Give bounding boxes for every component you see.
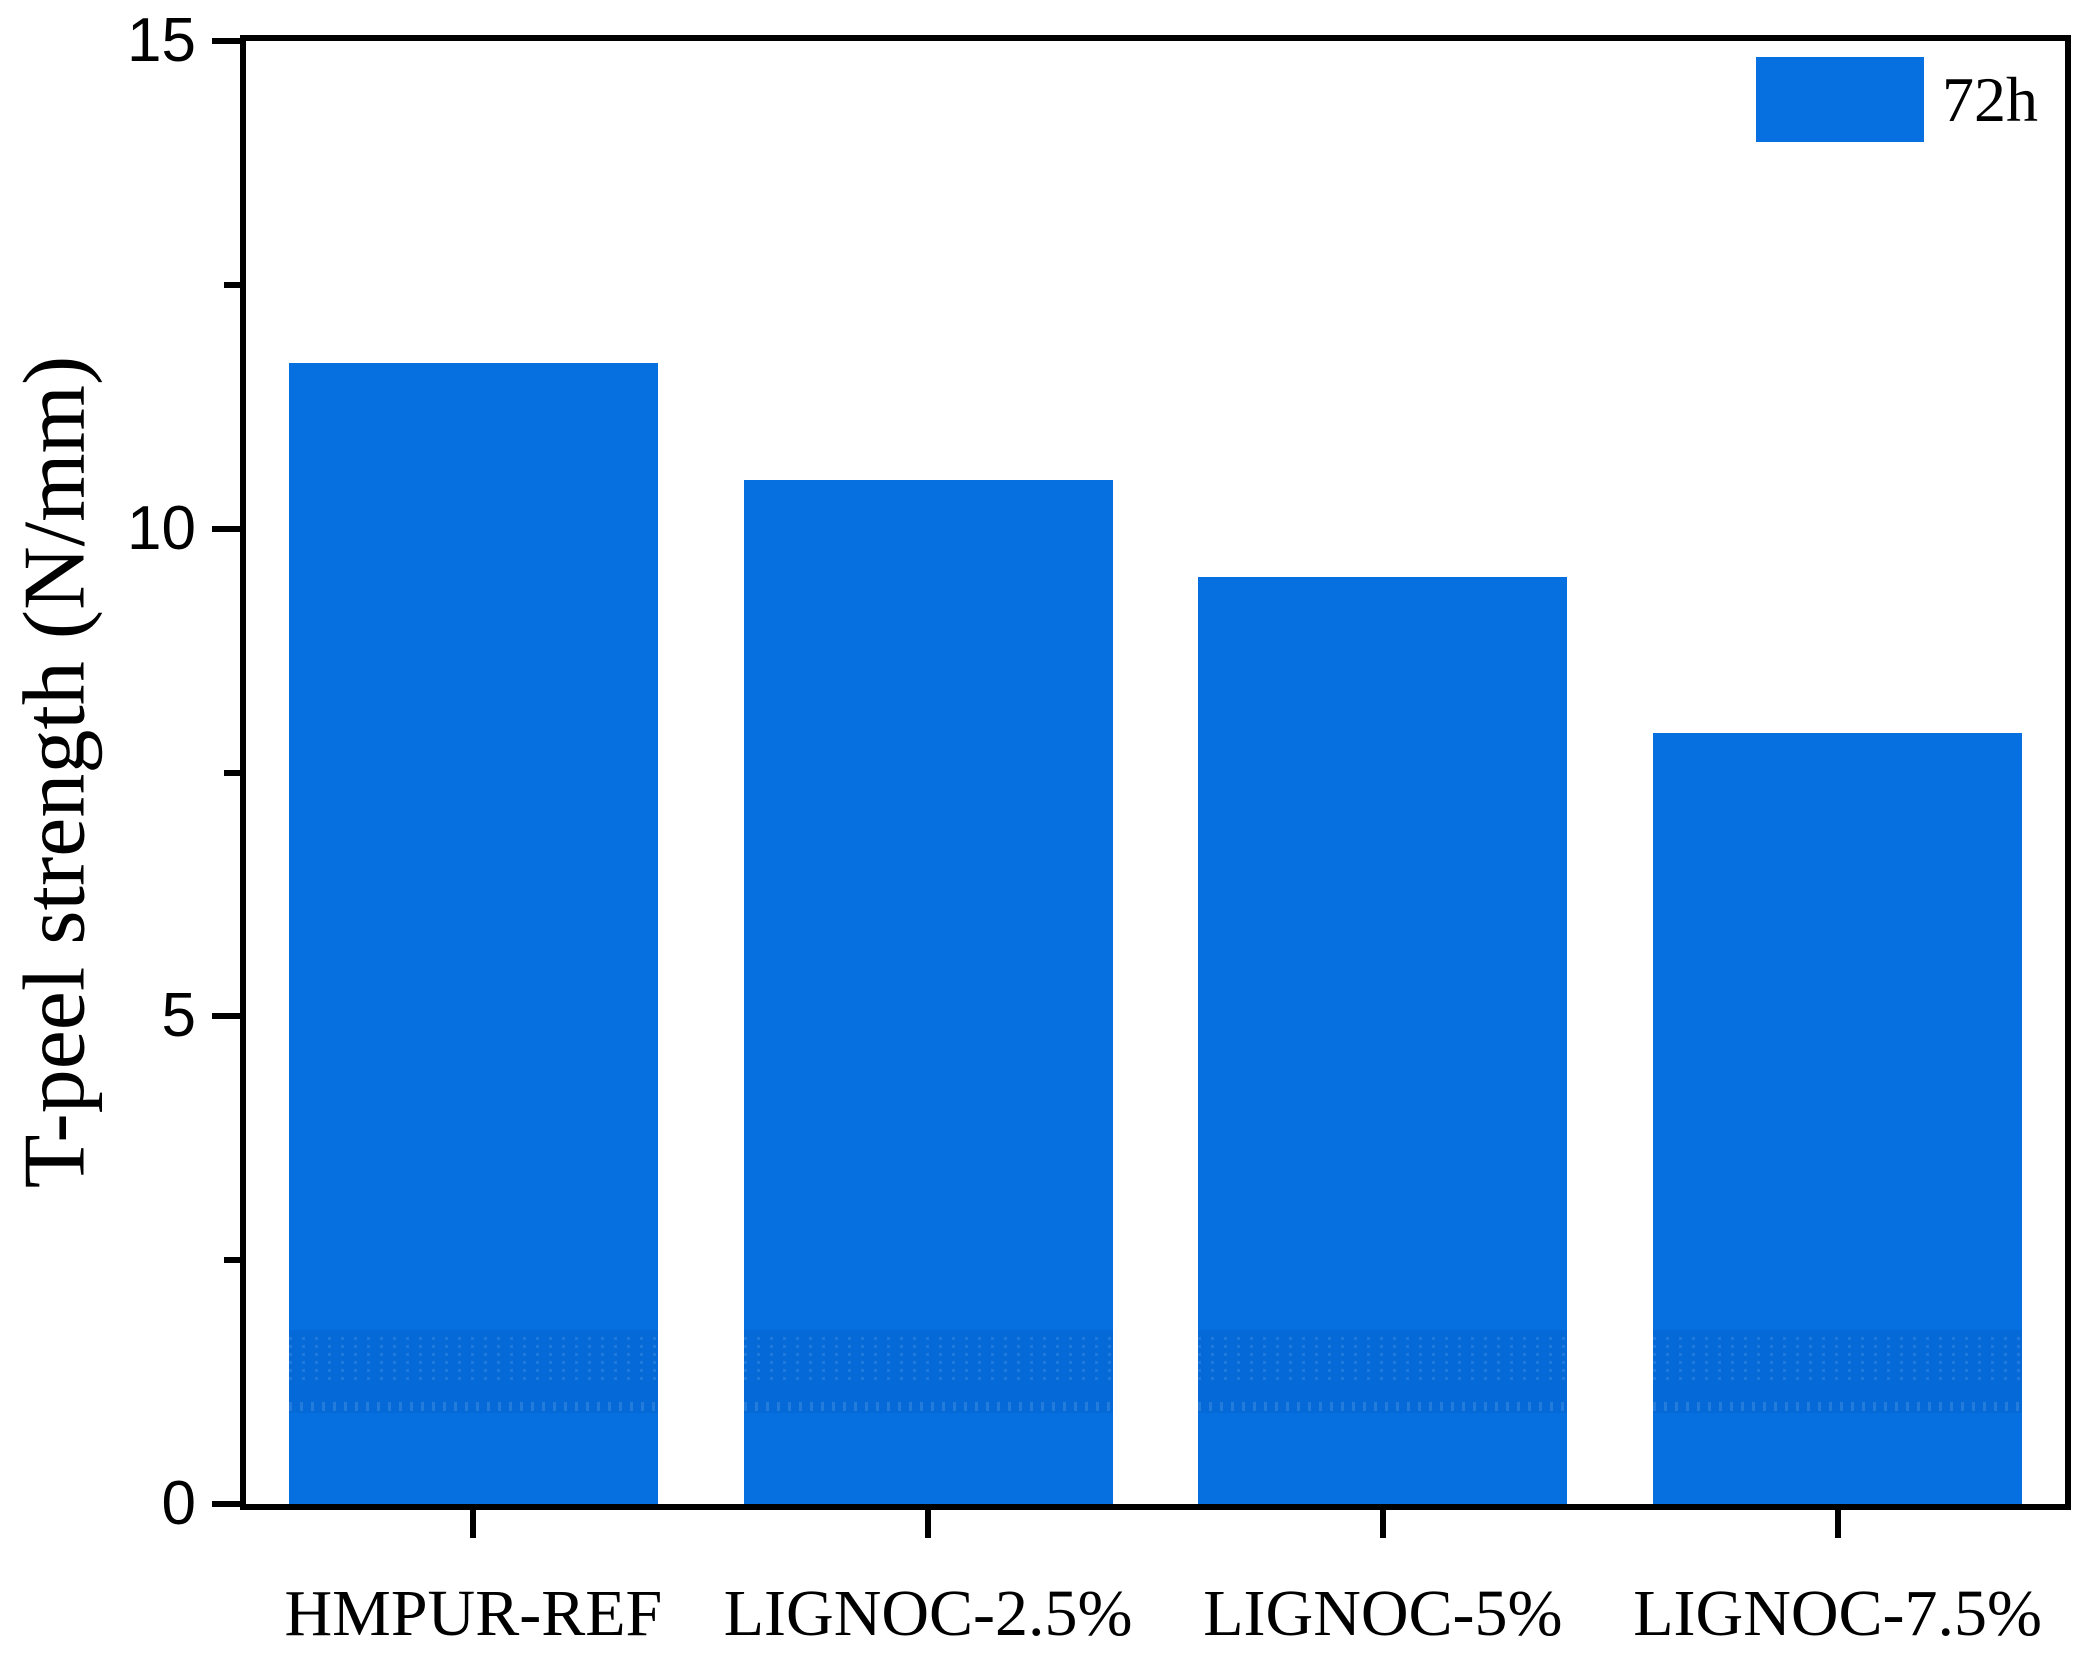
bar-watermark-band bbox=[1653, 1329, 2023, 1413]
y-tick-label: 0 bbox=[161, 1469, 196, 1538]
bar-watermark-band bbox=[288, 1329, 658, 1413]
plot-frame bbox=[240, 35, 2071, 1510]
y-major-tick bbox=[212, 1013, 240, 1020]
x-tick-label: LIGNOC-2.5% bbox=[723, 1577, 1133, 1650]
x-tick-label: HMPUR-REF bbox=[284, 1577, 663, 1650]
y-tick-label: 5 bbox=[161, 981, 196, 1051]
y-minor-tick bbox=[224, 281, 240, 288]
legend-label: 72h bbox=[1942, 64, 2038, 135]
y-major-tick bbox=[212, 1501, 240, 1507]
bar-LIGNOC-5% bbox=[1198, 577, 1568, 1504]
legend-swatch bbox=[1756, 57, 1924, 142]
x-tick bbox=[1379, 1510, 1386, 1538]
y-minor-tick bbox=[224, 1257, 240, 1264]
x-tick-label: LIGNOC-5% bbox=[1203, 1577, 1563, 1650]
bar-watermark-band bbox=[743, 1329, 1113, 1413]
y-tick-label: 10 bbox=[127, 493, 196, 563]
bar-watermark-band bbox=[1198, 1329, 1568, 1413]
x-tick-label: LIGNOC-7.5% bbox=[1633, 1577, 2042, 1650]
bar-HMPUR-REF bbox=[288, 362, 658, 1504]
y-major-tick bbox=[212, 38, 240, 44]
y-major-tick bbox=[212, 525, 240, 532]
x-tick bbox=[925, 1510, 932, 1538]
y-minor-tick bbox=[224, 769, 240, 776]
y-axis-title: T-peel strength (N/mm) bbox=[6, 355, 104, 1189]
bar-LIGNOC-2.5% bbox=[743, 479, 1113, 1504]
x-tick bbox=[470, 1510, 477, 1538]
x-tick bbox=[1834, 1510, 1841, 1538]
y-tick-label: 15 bbox=[127, 6, 196, 75]
bar-LIGNOC-7.5% bbox=[1653, 733, 2023, 1504]
